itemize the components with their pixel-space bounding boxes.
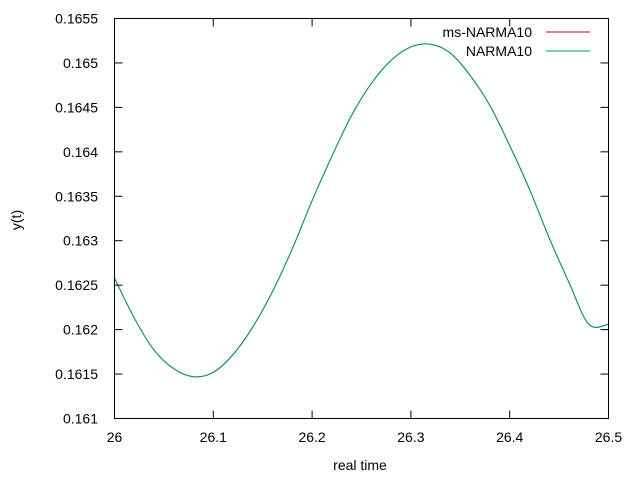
y-axis-label: y(t) — [8, 210, 24, 230]
y-tick-label: 0.1615 — [55, 366, 98, 382]
x-tick-label: 26 — [107, 429, 123, 445]
legend: ms-NARMA10 NARMA10 — [443, 24, 590, 59]
series-layer — [114, 43, 609, 378]
y-tick-label: 0.165 — [63, 55, 98, 71]
plot-frame — [114, 18, 609, 419]
x-tick-label: 26.3 — [397, 429, 424, 445]
y-tick-label: 0.1655 — [55, 11, 98, 27]
x-tick-label: 26.1 — [200, 429, 227, 445]
y-tick-label: 0.161 — [63, 411, 98, 427]
x-tick-label: 26.2 — [298, 429, 325, 445]
x-tick-label: 26.5 — [595, 429, 622, 445]
y-tick-label: 0.1635 — [55, 188, 98, 204]
tick-layer: 26 26.1 26.2 26.3 26.4 26.5 0.161 0.1615 0.162 0.… — [55, 11, 622, 446]
y-tick-label: 0.1645 — [55, 99, 98, 115]
y-tick-label: 0.162 — [63, 322, 98, 338]
x-axis-label: real time — [333, 457, 387, 473]
x-tick-label: 26.4 — [496, 429, 523, 445]
y-tick-label: 0.1625 — [55, 277, 98, 293]
y-tick-label: 0.164 — [63, 144, 98, 160]
legend-label-ms-narma10: ms-NARMA10 — [443, 24, 533, 40]
series-line-narma10 — [114, 43, 609, 378]
y-tick-label: 0.163 — [63, 233, 98, 249]
legend-label-narma10: NARMA10 — [466, 43, 532, 59]
